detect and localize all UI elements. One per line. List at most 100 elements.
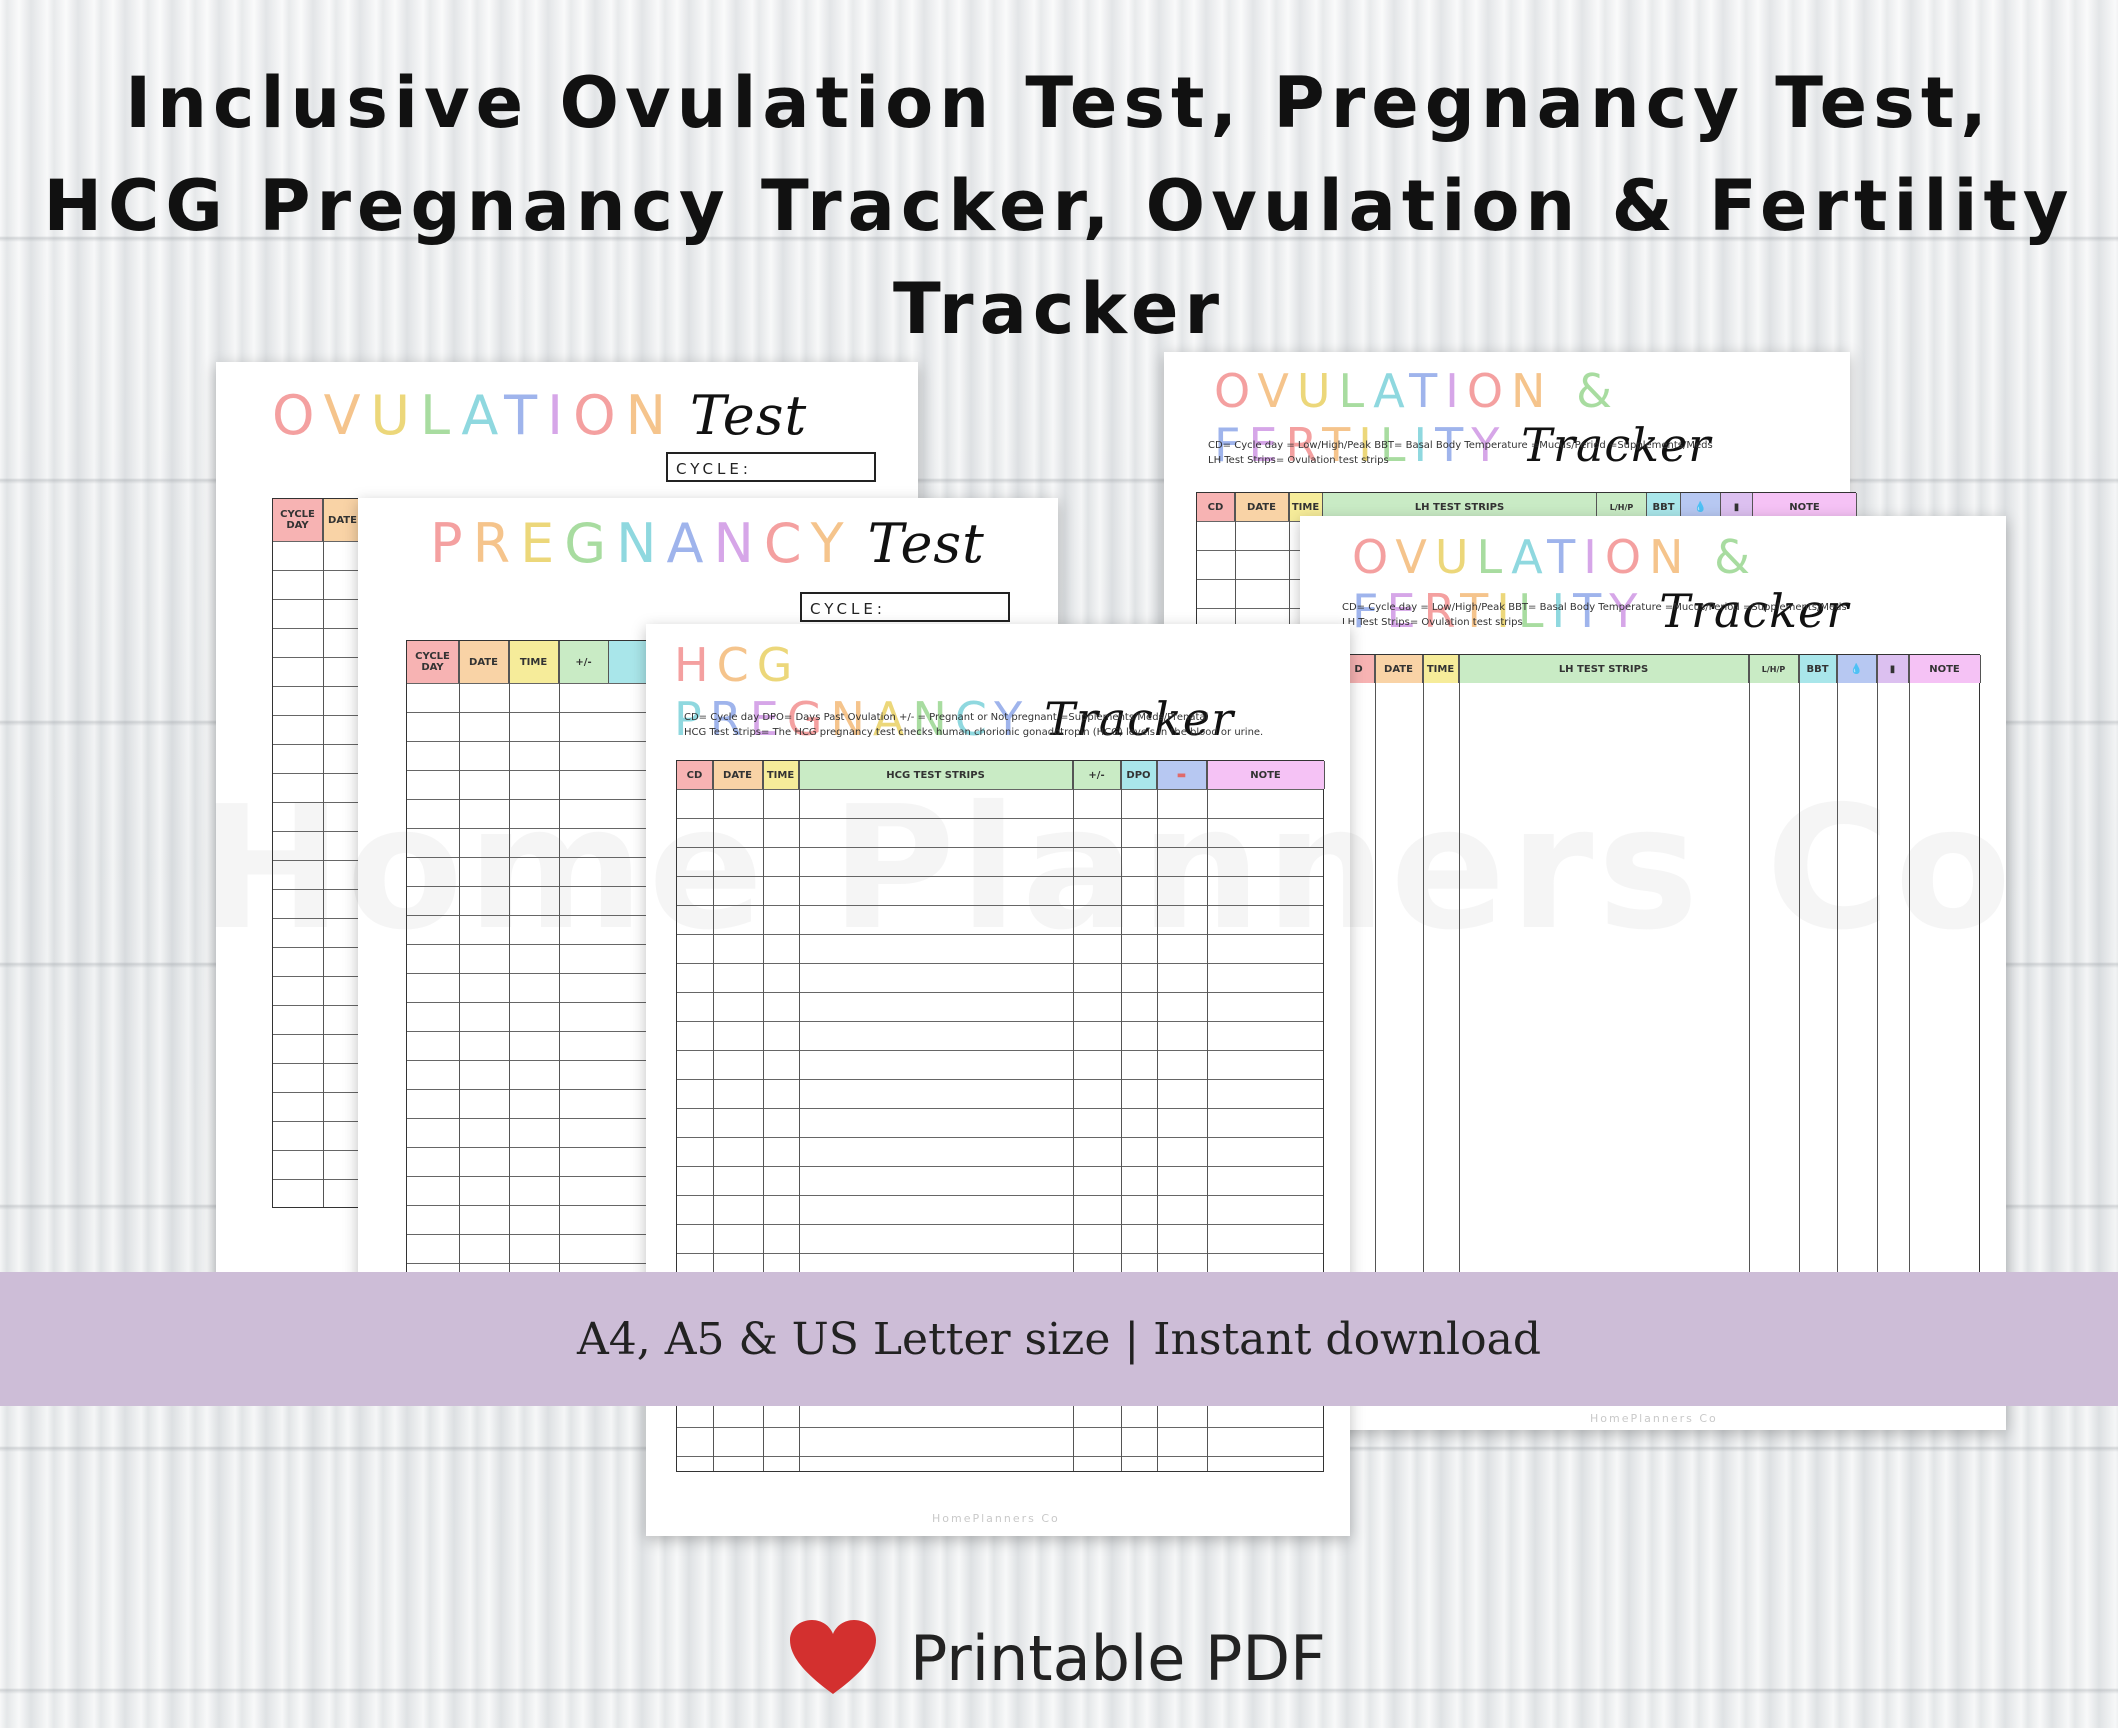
title-letter: O [1604, 530, 1650, 584]
title-letter: Y [1471, 418, 1508, 472]
col-mucus: 💧 [1837, 655, 1877, 683]
title-letter: I [1583, 530, 1605, 584]
hcg-footer: HomePlanners Co [932, 1512, 1060, 1525]
hcg-legend: CD= Cycle day DPO= Days Past Ovulation +… [684, 710, 1263, 740]
title-letter: U [1296, 364, 1339, 418]
hcg-tracker-title: HCG PREGNANCY Tracker [674, 638, 1350, 746]
title-letter: & [1576, 364, 1620, 418]
ovulation-test-title-script: Test [689, 384, 808, 447]
title-letter: F [1214, 418, 1249, 472]
title-letter: C [954, 692, 995, 746]
title-letter: V [1257, 364, 1297, 418]
ovulation-test-title: OVULATION Test [272, 384, 807, 447]
legend-line-1: CD= Cycle day = Low/High/Peak BBT= Basal… [1208, 440, 1713, 451]
col-time: TIME [509, 641, 559, 683]
hcg-tracker-title-script: Tracker [1044, 692, 1235, 746]
title-letter: I [1413, 418, 1436, 472]
title-letter: N [1649, 530, 1692, 584]
headline: Inclusive Ovulation Test, Pregnancy Test… [0, 52, 2118, 361]
col-bbt: BBT [1799, 655, 1837, 683]
title-letter: H [674, 638, 717, 692]
col-note: NOTE [1909, 655, 1981, 683]
title-letter: T [1547, 530, 1584, 584]
title-letter: I [1445, 364, 1467, 418]
title-letter: N [830, 692, 873, 746]
title-letter [1691, 530, 1714, 584]
fertility-front-title-script: Tracker [1659, 584, 1850, 638]
col-date: DATE [459, 641, 509, 683]
title-letter: N [912, 692, 955, 746]
title-letter: O [272, 384, 324, 447]
pill-icon: ▬ [1157, 761, 1207, 789]
title-letter: T [1573, 584, 1610, 638]
hcg-tracker-title-rainbow: HCG PREGNANCY [674, 638, 1030, 746]
col-dpo: DPO [1121, 761, 1157, 789]
col-date: DATE [1375, 655, 1423, 683]
legend-line-2: LH Test Strips= Ovulation test strips [1208, 455, 1389, 466]
title-letter: R [1285, 418, 1323, 472]
title-letter: A [1373, 364, 1410, 418]
cycle-field[interactable]: CYCLE: [800, 592, 1010, 622]
title-letter: L [1338, 364, 1374, 418]
legend-line-2: LH Test Strips= Ovulation test strips [1342, 617, 1523, 628]
title-letter: O [573, 384, 626, 447]
title-letter: & [1714, 530, 1758, 584]
title-letter: I [1551, 584, 1574, 638]
col-cycle-day: CYCLE DAY [407, 641, 459, 683]
printable-pdf-label: Printable PDF [790, 1620, 1326, 1696]
title-letter: T [1435, 418, 1472, 472]
title-letter: T [1409, 364, 1446, 418]
title-letter: T [504, 384, 548, 447]
legend-line-1: CD= Cycle day = Low/High/Peak BBT= Basal… [1342, 602, 1847, 613]
title-letter: N [625, 384, 676, 447]
fertility-back-title-script: Tracker [1521, 418, 1712, 472]
col-cd: CD [677, 761, 713, 789]
pregnancy-test-title-script: Test [867, 512, 985, 575]
fertility-front-title-rainbow: OVULATION & FERTILITY [1352, 530, 1758, 638]
title-letter: E [520, 512, 565, 575]
col-lhp: L/H/P [1749, 655, 1799, 683]
headline-line-3: Tracker [893, 268, 1225, 350]
fertility-back-title-rainbow: OVULATION & FERTILITY [1214, 364, 1620, 472]
col-cycle-day: CYCLE DAY [273, 499, 323, 541]
size-banner-text: A4, A5 & US Letter size | Instant downlo… [576, 1313, 1542, 1365]
col-note: NOTE [1207, 761, 1325, 789]
col-time: TIME [1423, 655, 1459, 683]
title-letter: O [1466, 364, 1512, 418]
headline-line-2: HCG Pregnancy Tracker, Ovulation & Ferti… [43, 165, 2075, 247]
col-date: DATE [713, 761, 763, 789]
title-letter: A [872, 692, 913, 746]
col-time: TIME [763, 761, 799, 789]
heart-icon [790, 1620, 876, 1694]
title-letter: I [1496, 584, 1518, 638]
title-letter: V [1395, 530, 1435, 584]
fertility-back-legend: CD= Cycle day = Low/High/Peak BBT= Basal… [1208, 438, 1713, 468]
title-letter: G [756, 638, 801, 692]
title-letter: I [1358, 418, 1380, 472]
legend-line-1: CD= Cycle day DPO= Days Past Ovulation +… [684, 712, 1209, 723]
title-letter: V [323, 384, 371, 447]
title-letter: O [1214, 364, 1258, 418]
fertility-back-title: OVULATION & FERTILITY Tracker [1214, 364, 1850, 472]
title-letter: L [1379, 418, 1414, 472]
pregnancy-test-title: PREGNANCY Test [430, 512, 985, 575]
size-banner: A4, A5 & US Letter size | Instant downlo… [0, 1272, 2118, 1406]
cycle-field[interactable]: CYCLE: [666, 452, 876, 482]
fertility-front-footer: HomePlanners Co [1590, 1412, 1718, 1425]
title-letter: A [461, 384, 505, 447]
col-hcg-test-strips: HCG TEST STRIPS [799, 761, 1073, 789]
title-letter: Y [1609, 584, 1646, 638]
col-date: DATE [323, 499, 363, 541]
title-letter: L [1476, 530, 1512, 584]
title-letter: N [1511, 364, 1554, 418]
title-letter: L [1517, 584, 1552, 638]
title-letter: N [616, 512, 667, 575]
title-letter: R [1423, 584, 1461, 638]
title-letter: U [1434, 530, 1477, 584]
fertility-front-grid: D DATE TIME LH TEST STRIPS L/H/P BBT 💧 ▮… [1342, 654, 1981, 1388]
title-letter: R [472, 512, 521, 575]
col-cd: CD [1197, 493, 1235, 521]
title-letter: F [1352, 584, 1387, 638]
title-letter: E [1386, 584, 1424, 638]
title-letter: N [713, 512, 764, 575]
